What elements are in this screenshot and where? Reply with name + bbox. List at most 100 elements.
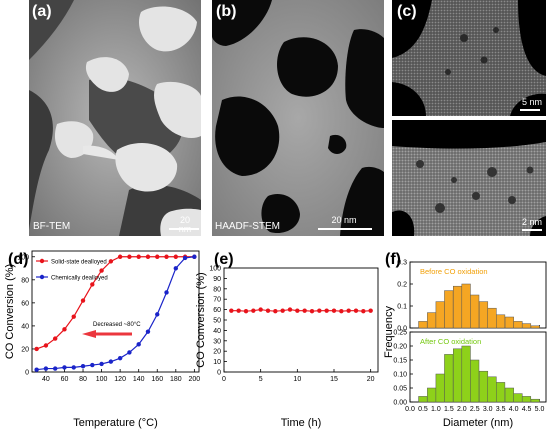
histogram-bar [470, 294, 480, 329]
data-point [62, 327, 67, 332]
data-point [273, 308, 278, 314]
data-point [182, 255, 188, 261]
hrtem-image-top: (c) 5 nm [392, 0, 546, 116]
data-point [52, 366, 58, 371]
data-point [229, 308, 234, 313]
data-point [339, 308, 344, 314]
x-axis-label: Temperature (°C) [73, 417, 157, 429]
y-axis-label: CO Conversion (%) [195, 272, 207, 367]
data-point [302, 308, 307, 313]
histogram-bar [504, 316, 514, 329]
histogram-bar [530, 325, 540, 329]
x-tick-label: 3.0 [483, 406, 493, 413]
data-point [346, 308, 351, 313]
histogram-bar [504, 387, 514, 403]
data-point [80, 298, 86, 303]
histogram-bar [478, 301, 489, 329]
data-point [353, 308, 359, 313]
hrtem-image-bottom: 2 nm [392, 120, 546, 236]
x-tick-label: 140 [133, 376, 145, 383]
x-axis-label: Diameter (nm) [443, 417, 513, 429]
data-point [236, 308, 241, 313]
y-tick-label: 0 [25, 370, 29, 377]
y-tick-label: 0.20 [393, 344, 407, 351]
scale-bar-label-b: 20 nm [331, 215, 357, 225]
y-tick-label: 50 [213, 318, 221, 325]
x-tick-label: 1.0 [431, 406, 441, 413]
histogram-bar [435, 373, 445, 403]
scale-bar-a [169, 228, 199, 230]
data-point [127, 254, 132, 259]
histogram-bar [418, 396, 428, 403]
y-tick-label: 0.1 [397, 304, 407, 311]
y-tick-label: 10 [213, 359, 221, 366]
data-point [309, 308, 315, 314]
histogram-bar [427, 312, 437, 329]
x-tick-label: 0 [222, 376, 226, 383]
data-point [80, 364, 86, 369]
data-point [287, 307, 293, 312]
x-tick-label: 40 [42, 376, 50, 383]
data-point [90, 362, 95, 368]
histogram-bar [521, 396, 532, 403]
x-tick-label: 5.0 [535, 406, 545, 413]
histogram-bar [444, 290, 454, 329]
panel-label-f: (f) [385, 251, 401, 268]
x-tick-label: 0.0 [405, 406, 415, 413]
y-tick-label: 80 [213, 286, 221, 293]
legend-label: Chemically dealloyed [51, 275, 108, 281]
data-point [192, 254, 197, 259]
scale-bar-c-bottom [522, 229, 542, 231]
x-tick-label: 160 [151, 376, 163, 383]
histogram-bar [478, 370, 489, 403]
x-axis-label: Time (h) [281, 417, 322, 429]
y-axis-label: CO Conversion (%) [4, 264, 16, 359]
image-label-haadf-stem: HAADF-STEM [215, 221, 280, 232]
panel-label-e: (e) [214, 251, 234, 268]
x-tick-label: 100 [96, 376, 108, 383]
x-tick-label: 180 [170, 376, 182, 383]
data-point [258, 307, 263, 312]
x-tick-label: 1.5 [444, 406, 454, 413]
bf-tem-image: (a) BF-TEM 20 nm [29, 0, 201, 236]
data-point [99, 268, 104, 273]
data-point [34, 367, 39, 372]
data-point [251, 308, 256, 313]
data-point [243, 308, 249, 314]
data-point [173, 254, 179, 259]
y-tick-label: 40 [213, 328, 221, 335]
x-tick-label: 4.5 [522, 406, 532, 413]
data-point [136, 342, 141, 347]
data-point [324, 308, 329, 313]
y-tick-label: 0.3 [397, 260, 407, 267]
histogram-bar [521, 323, 532, 329]
histogram-bar [496, 314, 506, 329]
panel-label-a: (a) [32, 3, 52, 20]
histogram-bar [435, 301, 445, 329]
data-point [71, 314, 76, 319]
histogram-bar [461, 345, 471, 403]
data-point [173, 266, 179, 271]
histogram-bar [496, 382, 506, 403]
subplot-title: After CO oxidation [420, 337, 481, 346]
scale-bar-label-c-top: 5 nm [521, 97, 542, 107]
data-point [108, 259, 114, 264]
legend-label: Solid-state dealloyed [51, 259, 107, 265]
data-point [155, 254, 160, 259]
histogram-bar [487, 376, 497, 403]
data-point [90, 282, 95, 287]
data-point [62, 365, 67, 370]
panel-label-d: (d) [8, 251, 29, 268]
scale-bar-b [318, 228, 372, 230]
y-tick-label: 100 [209, 266, 221, 273]
x-tick-label: 80 [79, 376, 87, 383]
y-tick-label: 0.2 [397, 282, 407, 289]
data-point [280, 308, 285, 313]
x-tick-label: 2.5 [470, 406, 480, 413]
y-tick-label: 0.25 [393, 330, 407, 337]
y-axis-label: Frequency [383, 306, 395, 358]
histogram-bar [487, 307, 497, 329]
data-point [117, 355, 123, 361]
data-point [265, 308, 271, 313]
